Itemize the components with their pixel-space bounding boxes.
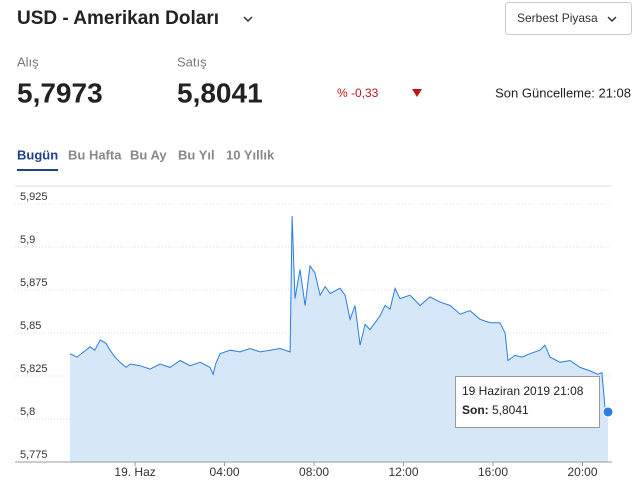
tab[interactable]: Bugün bbox=[17, 147, 58, 162]
x-tick-label: 19. Haz bbox=[114, 465, 155, 479]
y-tick-label: 5,875 bbox=[20, 277, 48, 289]
x-tick-label: 20:00 bbox=[567, 465, 597, 479]
y-tick-label: 5,9 bbox=[20, 234, 35, 246]
sell-label: Satış bbox=[177, 54, 207, 69]
y-tick-label: 5,85 bbox=[20, 320, 41, 332]
x-tick-label: 04:00 bbox=[210, 465, 240, 479]
title-chevron[interactable] bbox=[243, 16, 253, 23]
tooltip-label: Son: bbox=[462, 403, 489, 417]
tab[interactable]: Bu Ay bbox=[130, 147, 167, 162]
line bbox=[69, 216, 609, 413]
y-tick-label: 5,825 bbox=[20, 363, 48, 375]
tooltip-title: 19 Haziran 2019 21:08 bbox=[462, 384, 584, 398]
x-tick-label: 12:00 bbox=[389, 465, 419, 479]
last-point bbox=[602, 406, 614, 418]
y-tick-label: 5,8 bbox=[20, 406, 35, 418]
tooltip: 19 Haziran 2019 21:08 Son: 5,8041 bbox=[455, 376, 600, 428]
axes: 5,775 5,8 5,825 5,85 5,875 5,9 5,925 19. Haz 04:… bbox=[15, 191, 612, 479]
tab-underline bbox=[17, 169, 59, 171]
x-tick-label: 16:00 bbox=[478, 465, 508, 479]
down-arrow bbox=[412, 89, 422, 97]
tooltip-box bbox=[455, 376, 600, 428]
sell-value: 5,8041 bbox=[177, 77, 263, 108]
tab[interactable]: Bu Yıl bbox=[178, 147, 215, 162]
tab[interactable]: 10 Yıllık bbox=[226, 147, 275, 162]
buy-value: 5,7973 bbox=[17, 77, 103, 108]
buy-label: Alış bbox=[17, 54, 39, 69]
market-chevron bbox=[607, 16, 617, 23]
title: USD - Amerikan Doları bbox=[17, 8, 219, 29]
market-label: Serbest Piyasa bbox=[517, 11, 598, 25]
updated: Son Güncelleme: 21:08 bbox=[495, 85, 631, 100]
change: % -0,33 bbox=[337, 86, 379, 100]
tab[interactable]: Bu Hafta bbox=[68, 147, 122, 162]
tooltip-value: 5,8041 bbox=[492, 403, 529, 417]
y-tick-label: 5,775 bbox=[20, 449, 48, 461]
y-tick-label: 5,925 bbox=[20, 191, 48, 203]
tabs: Bugün Bu Hafta Bu Ay Bu Yıl 10 Yıllık bbox=[17, 147, 275, 171]
market-select[interactable] bbox=[505, 2, 632, 35]
x-tick-label: 08:00 bbox=[299, 465, 329, 479]
